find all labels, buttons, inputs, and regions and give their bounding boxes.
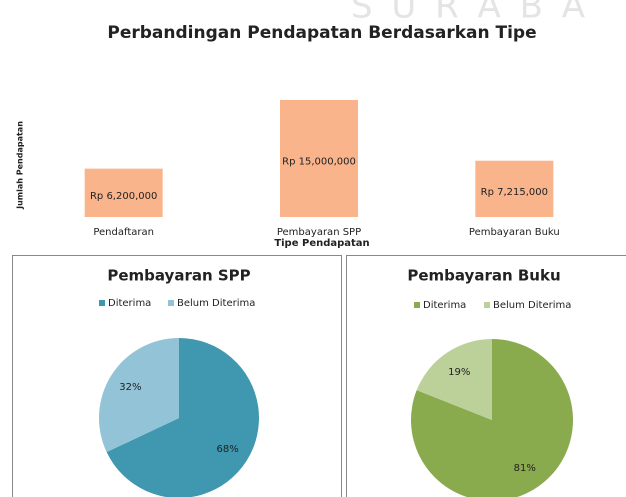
x-tick-label: Pembayaran SPP (277, 227, 361, 238)
legend-swatch (99, 300, 105, 306)
legend-swatch (484, 302, 490, 308)
legend-label: Belum Diterima (177, 298, 255, 309)
legend-label: Belum Diterima (493, 300, 571, 311)
data-label: Rp 15,000,000 (282, 157, 356, 168)
chart-title: Pembayaran Buku (407, 267, 560, 285)
panel (346, 255, 626, 497)
x-axis-label: Tipe Pendapatan (274, 238, 369, 249)
watermark: S U R A B A (351, 0, 589, 27)
data-label: Rp 6,200,000 (90, 191, 157, 202)
y-axis-label: Jumlah Pendapatan (16, 121, 25, 210)
legend-label: Diterima (108, 298, 151, 309)
bar (280, 100, 358, 217)
x-tick-label: Pembayaran Buku (469, 227, 560, 238)
data-label: 81% (514, 463, 536, 474)
chart-title: Perbandingan Pendapatan Berdasarkan Tipe (107, 23, 536, 43)
bar (475, 160, 554, 217)
legend-label: Diterima (423, 300, 466, 311)
data-label: 32% (119, 382, 141, 393)
pie-slice (98, 338, 179, 453)
pie-slice (416, 339, 492, 420)
chart-title: Pembayaran SPP (107, 267, 250, 285)
data-label: 68% (217, 444, 239, 455)
data-label: 19% (448, 367, 470, 378)
bar (84, 168, 163, 217)
data-label: Rp 7,215,000 (481, 187, 548, 198)
legend-swatch (168, 300, 174, 306)
pie-slice (106, 338, 259, 497)
x-tick-label: Pendaftaran (93, 227, 154, 238)
pie-slice (411, 339, 573, 497)
panel (12, 255, 342, 497)
legend-swatch (414, 302, 420, 308)
